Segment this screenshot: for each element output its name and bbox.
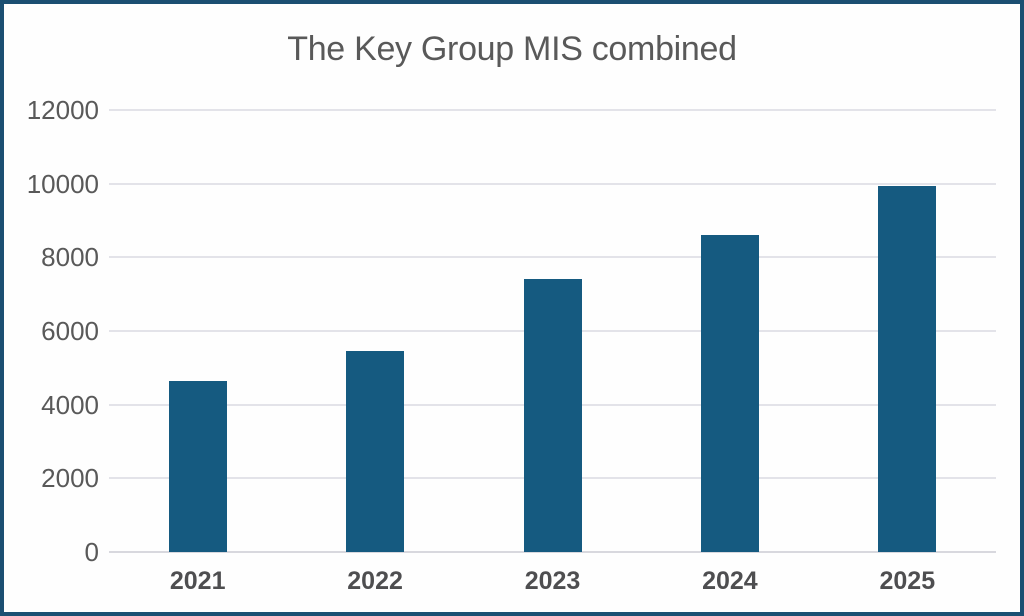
gridline-8000	[109, 256, 996, 259]
bar-2024	[700, 235, 759, 552]
x-axis-tick-label: 2024	[702, 567, 758, 595]
x-axis-tick-label: 2023	[524, 567, 581, 595]
bar-2022	[346, 351, 405, 552]
y-axis-tick-label: 0	[84, 537, 99, 567]
y-axis-tick-label: 12000	[26, 95, 99, 125]
gridline-0	[109, 551, 996, 553]
bar-2025	[878, 185, 937, 552]
plot-area	[109, 109, 996, 553]
x-axis-tick-label: 2021	[169, 567, 226, 595]
y-axis-tick-label: 4000	[41, 389, 99, 420]
bar-2021	[168, 380, 227, 552]
gridline-10000	[109, 182, 996, 185]
x-axis-tick-label: 2025	[879, 567, 936, 595]
y-axis-tick-label: 8000	[41, 242, 99, 273]
x-axis-tick-label: 2022	[347, 567, 403, 595]
y-axis-tick-label: 6000	[41, 316, 99, 346]
bar-2023	[523, 279, 582, 552]
y-axis-tick-label: 2000	[41, 463, 99, 494]
chart-title: The Key Group MIS combined	[287, 30, 737, 68]
gridline-12000	[109, 109, 996, 111]
y-axis-tick-label: 10000	[26, 168, 99, 199]
